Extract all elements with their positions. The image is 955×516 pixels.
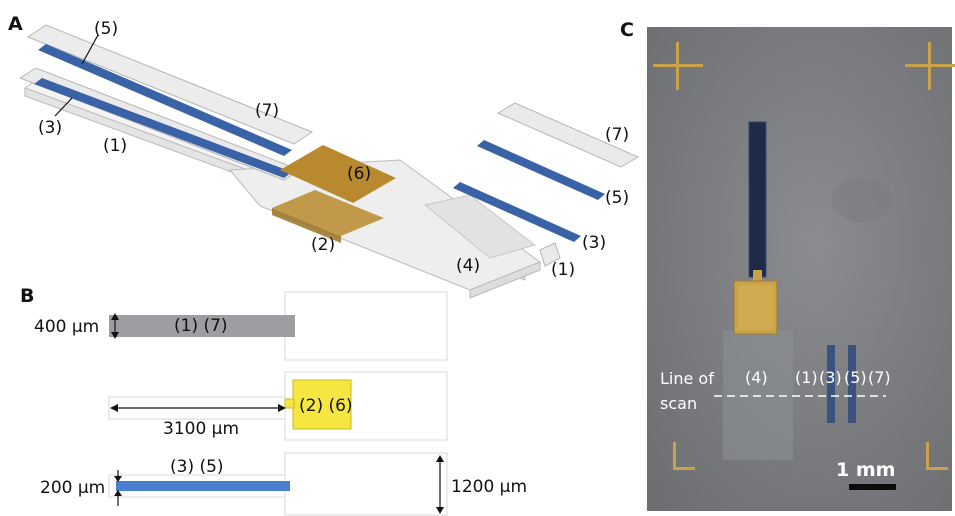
- photo-substrate: [723, 330, 793, 460]
- label-5: (5): [94, 19, 118, 39]
- row2-neck: [284, 398, 295, 409]
- label-4: (4): [456, 256, 480, 276]
- scan-label-5: (5): [844, 368, 867, 387]
- substrate-4-side: [469, 261, 541, 299]
- row1-arrowhead-bottom: [111, 332, 119, 339]
- right-layer-5: [477, 140, 605, 200]
- leader-5: [81, 34, 99, 65]
- right-layer-1: [539, 242, 561, 267]
- section-strip-5: [848, 345, 856, 423]
- row2-dim: 3100 µm: [163, 419, 239, 439]
- panel-c-letter: C: [620, 19, 634, 41]
- panel-a-exploded-view: (5) (3) (7) (1) (6) (2) (4) (7) (5) (3) …: [18, 19, 640, 299]
- electrode-neck: [753, 270, 762, 282]
- right-layer-7: [496, 102, 640, 168]
- row1-arrowhead-top: [111, 313, 119, 320]
- layer-2-pad-side: [272, 208, 341, 243]
- corner-mark-bl: [673, 442, 695, 470]
- scan-label-line1: Line of: [660, 369, 714, 388]
- label-1: (1): [103, 136, 127, 156]
- row3-height: 1200 µm: [451, 477, 527, 497]
- section-strip-3: [827, 345, 835, 423]
- row1-dim: 400 µm: [34, 317, 99, 337]
- layer-5-strip: [38, 44, 292, 156]
- layer-2-pad: [272, 190, 384, 236]
- row3-arrowhead-bottom: [114, 490, 122, 496]
- label-right-3: (3): [582, 233, 606, 253]
- scalebar: [849, 484, 896, 490]
- row3-dim: 200 µm: [40, 478, 105, 498]
- layer-6-pad: [280, 145, 396, 203]
- scan-label-4: (4): [745, 368, 768, 387]
- panel-b-top-view: (1) (7) 400 µm (2) (6) 3100 µm (3) (5) 2…: [34, 291, 527, 516]
- row3-strip: [116, 481, 290, 491]
- leader-3: [54, 97, 73, 117]
- scan-label-line2: scan: [660, 394, 697, 413]
- label-right-5: (5): [605, 188, 629, 208]
- row3-substrate: [284, 452, 448, 516]
- panel-c-micrograph: Line of scan (4) (1) (3) (5) (7) 1 mm: [647, 27, 955, 511]
- row1-substrate: [284, 291, 448, 361]
- label-3: (3): [38, 118, 62, 138]
- electrode-stripe: [748, 121, 767, 278]
- panel-b-letter: B: [20, 285, 34, 307]
- label-7: (7): [255, 101, 279, 121]
- row2-arrowhead-left: [110, 404, 118, 412]
- alignment-cross-tl: [653, 42, 703, 90]
- scan-label-3: (3): [819, 368, 842, 387]
- row3-height-arrow-top: [436, 455, 444, 462]
- panel-a-letter: A: [8, 13, 23, 35]
- row3-label: (3) (5): [170, 457, 224, 477]
- row2-pad: [292, 379, 352, 430]
- label-2: (2): [311, 235, 335, 255]
- electrode-pad-texture: [738, 285, 773, 330]
- row2-arrowhead-right: [278, 404, 286, 412]
- scan-label-1: (1): [795, 368, 818, 387]
- label-right-1: (1): [551, 260, 575, 280]
- layer-7-strip: [26, 24, 314, 145]
- row2-label: (2) (6): [299, 396, 353, 416]
- scalebar-label: 1 mm: [836, 459, 895, 481]
- photo-smudge: [832, 178, 892, 222]
- photo-background: [647, 27, 952, 511]
- row3-arrowhead-top: [114, 476, 122, 482]
- label-right-7: (7): [605, 125, 629, 145]
- alignment-cross-tr: [905, 42, 955, 90]
- scan-label-7: (7): [868, 368, 891, 387]
- layer-3-strip: [34, 78, 292, 178]
- row1-label: (1) (7): [174, 316, 228, 336]
- row3-height-arrow-bottom: [436, 507, 444, 514]
- label-6: (6): [347, 164, 371, 184]
- right-layer-3: [453, 182, 581, 242]
- substrate-bump: [423, 194, 537, 259]
- row1-strip: [109, 315, 295, 337]
- corner-mark-br: [926, 442, 948, 470]
